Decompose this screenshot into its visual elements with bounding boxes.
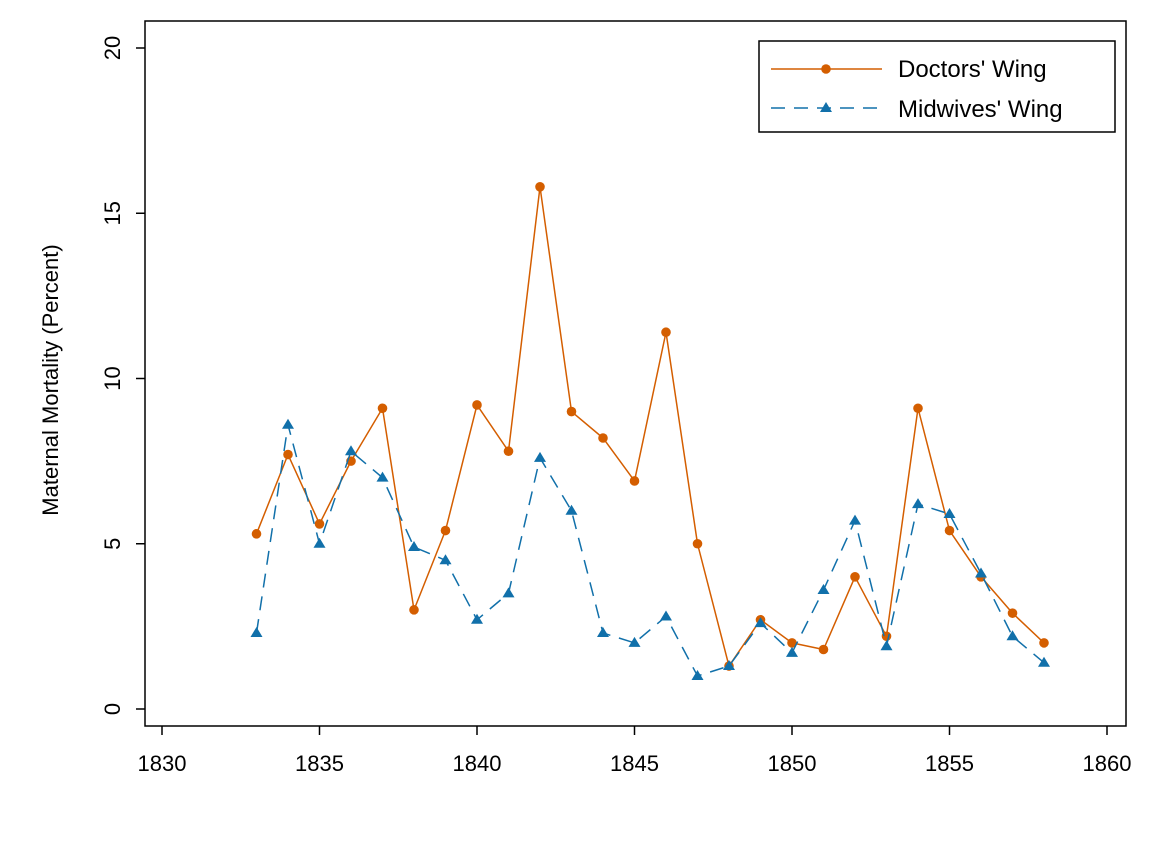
data-point-midwives-wing-1835 (313, 537, 326, 548)
legend-marker-doctors (821, 64, 831, 74)
data-point-midwives-wing-1839 (439, 554, 452, 565)
x-tick-label-1835: 1835 (295, 751, 344, 776)
data-point-doctors-wing-1840 (472, 400, 482, 410)
data-point-midwives-wing-1836 (345, 445, 357, 456)
data-point-midwives-wing-1850 (786, 646, 798, 657)
legend-box (758, 40, 1116, 133)
x-tick-label-1845: 1845 (610, 751, 659, 776)
y-tick-label-20: 20 (100, 36, 125, 60)
data-point-midwives-wing-1843 (565, 504, 578, 515)
x-tick-label-1855: 1855 (925, 751, 974, 776)
x-tick-label-1840: 1840 (453, 751, 502, 776)
data-point-doctors-wing-1839 (440, 525, 451, 536)
series-layer (250, 182, 1050, 680)
data-point-midwives-wing-1857 (1006, 630, 1019, 641)
data-point-doctors-wing-1850 (787, 638, 797, 648)
data-point-doctors-wing-1833 (251, 529, 262, 539)
data-point-midwives-wing-1837 (376, 471, 389, 482)
data-point-doctors-wing-1844 (598, 433, 608, 443)
data-point-doctors-wing-1857 (1007, 608, 1018, 618)
legend-marker-midwives (820, 102, 832, 112)
data-point-doctors-wing-1837 (377, 403, 388, 414)
data-point-doctors-wing-1843 (566, 406, 577, 417)
data-point-midwives-wing-1854 (912, 498, 924, 509)
data-point-midwives-wing-1856 (975, 567, 987, 578)
data-point-midwives-wing-1840 (471, 613, 483, 624)
series-line-midwives-wing (255, 424, 1045, 677)
data-point-midwives-wing-1851 (817, 584, 830, 595)
data-point-midwives-wing-1847 (691, 669, 704, 680)
plot-frame (144, 20, 1127, 727)
y-tick-label-0: 0 (100, 703, 125, 715)
data-point-doctors-wing-1835 (314, 519, 325, 529)
data-point-midwives-wing-1853 (880, 640, 893, 651)
data-point-doctors-wing-1858 (1039, 638, 1049, 648)
legend-label-midwives: Midwives' Wing (898, 96, 1063, 123)
data-point-midwives-wing-1848 (723, 660, 735, 671)
y-tick-label-5: 5 (100, 538, 125, 550)
series-line-doctors-wing (255, 186, 1045, 667)
x-tick-label-1850: 1850 (768, 751, 817, 776)
data-point-midwives-wing-1833 (250, 626, 263, 637)
legend: Doctors' Wing Midwives' Wing (758, 40, 1116, 133)
data-point-doctors-wing-1852 (850, 572, 860, 582)
x-tick-label-1860: 1860 (1083, 751, 1132, 776)
data-point-doctors-wing-1851 (818, 644, 829, 655)
y-axis-title: Maternal Mortality (Percent) (38, 244, 63, 515)
y-tick-label-15: 15 (100, 201, 125, 225)
data-point-doctors-wing-1854 (913, 403, 923, 414)
data-point-midwives-wing-1841 (502, 587, 515, 598)
data-point-midwives-wing-1844 (597, 626, 609, 637)
data-point-midwives-wing-1849 (754, 617, 767, 628)
y-axis: 0 5 10 15 20 (100, 36, 145, 715)
data-point-midwives-wing-1855 (943, 508, 956, 519)
legend-label-doctors: Doctors' Wing (898, 56, 1047, 83)
data-point-doctors-wing-1842 (535, 182, 545, 192)
x-axis: 1830 1835 1840 1845 1850 1855 1860 (138, 726, 1132, 776)
data-point-midwives-wing-1845 (628, 636, 641, 647)
data-point-doctors-wing-1838 (409, 605, 419, 615)
data-point-midwives-wing-1846 (660, 610, 672, 621)
data-point-doctors-wing-1845 (629, 476, 640, 486)
data-point-doctors-wing-1841 (503, 446, 514, 457)
data-point-midwives-wing-1838 (408, 541, 420, 552)
data-point-midwives-wing-1858 (1038, 656, 1050, 667)
data-point-doctors-wing-1834 (283, 449, 293, 460)
y-tick-label-10: 10 (100, 366, 125, 390)
data-point-midwives-wing-1842 (534, 451, 546, 462)
data-point-midwives-wing-1852 (849, 514, 861, 525)
x-tick-label-1830: 1830 (138, 751, 187, 776)
data-point-doctors-wing-1855 (944, 525, 955, 536)
data-point-doctors-wing-1847 (692, 538, 703, 549)
data-point-doctors-wing-1846 (661, 327, 671, 338)
data-point-midwives-wing-1834 (282, 418, 294, 429)
